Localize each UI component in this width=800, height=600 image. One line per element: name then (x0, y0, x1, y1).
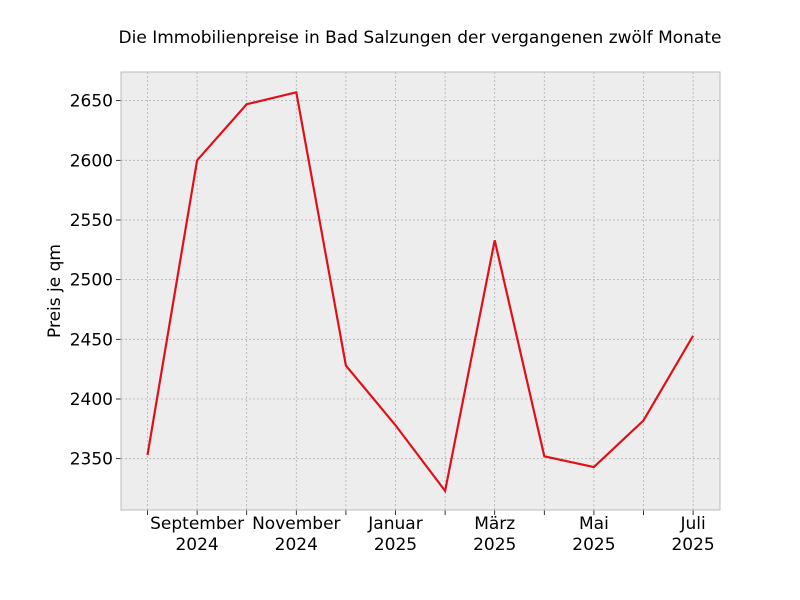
plot-frame (120, 71, 721, 511)
y-tick-label: 2600 (70, 151, 113, 171)
series-line (146, 90, 695, 494)
plot-area (121, 72, 720, 510)
y-axis: 2350 2400 2450 2500 2550 2600 2650 (70, 92, 121, 470)
x-tick-label: 2025 (671, 535, 714, 555)
x-axis: September2024November2024Januar2025März2… (147, 510, 715, 555)
x-tick-label: März (474, 514, 515, 534)
y-tick-label: 2350 (70, 450, 113, 470)
series-group (146, 90, 695, 494)
x-tick-label: Mai (579, 514, 609, 534)
x-tick-label: 2024 (275, 535, 318, 555)
chart-title: Die Immobilienpreise in Bad Salzungen de… (119, 28, 722, 48)
y-axis-label: Preis je qm (45, 244, 65, 338)
x-tick-label: November (252, 514, 340, 534)
x-tick-label: 2025 (572, 535, 615, 555)
x-tick-label: September (150, 514, 244, 534)
y-tick-label: 2550 (70, 211, 113, 231)
y-tick-label: 2450 (70, 330, 113, 350)
x-tick-label: 2024 (175, 535, 218, 555)
x-tick-label: 2025 (374, 535, 417, 555)
x-tick-label: 2025 (473, 535, 516, 555)
x-tick-label: Juli (679, 514, 705, 534)
y-tick-label: 2500 (70, 271, 113, 291)
x-tick-label: Januar (367, 514, 422, 534)
y-tick-label: 2650 (70, 92, 113, 112)
y-tick-label: 2400 (70, 390, 113, 410)
grid (121, 72, 720, 510)
